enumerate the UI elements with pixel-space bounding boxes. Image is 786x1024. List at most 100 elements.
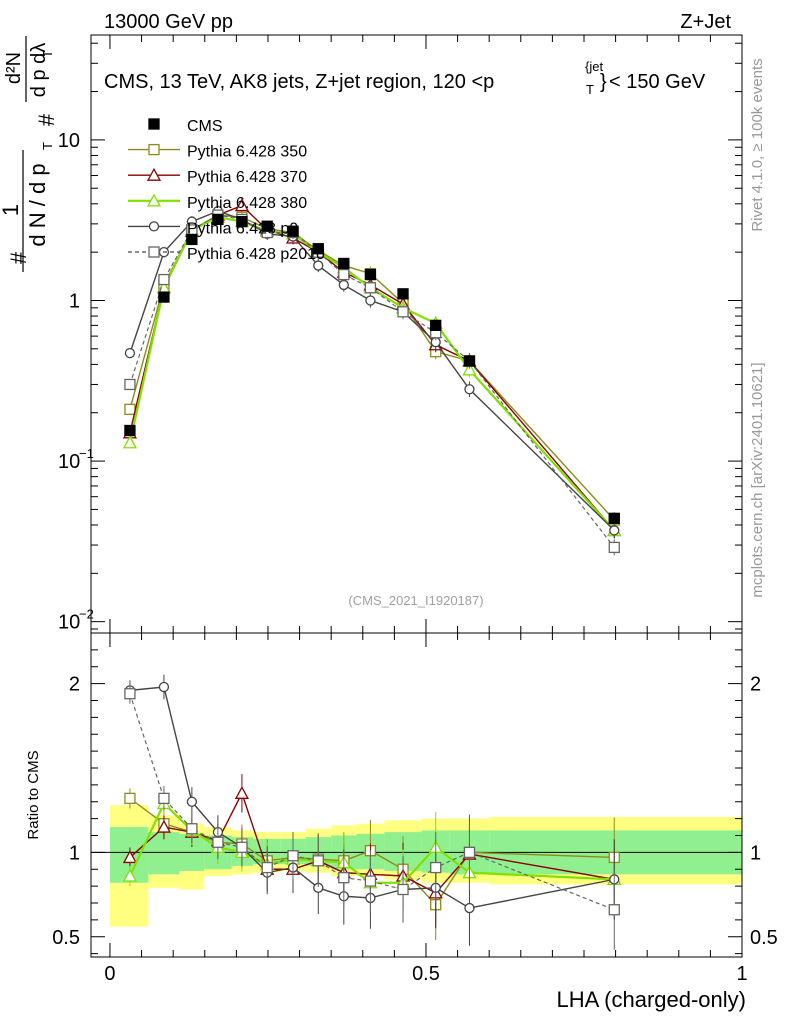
main-point-cms [261, 220, 273, 232]
y-label-frac-sub: T [40, 142, 55, 150]
ratio-point [122, 850, 138, 864]
ratio-series-line [129, 686, 615, 909]
main-point-cms [463, 355, 476, 367]
y-label-den-sub: T [40, 50, 55, 58]
y-tick-label-ratio-right: 2 [750, 674, 761, 696]
main-point [464, 384, 475, 395]
main-point [158, 273, 170, 286]
ratio-point [312, 855, 324, 867]
ratio-point [122, 868, 138, 882]
main-point [365, 295, 376, 306]
main-point [364, 282, 377, 294]
header-right: Z+Jet [680, 11, 731, 33]
y-tick-label-main: 10 [58, 612, 80, 634]
chart-title-brace: } [600, 71, 607, 93]
ratio-point [158, 792, 170, 805]
legend-marker [148, 118, 160, 130]
rivet-label: Rivet 4.1.0, ≥ 100k events [749, 58, 766, 231]
ratio-point [464, 902, 475, 914]
main-point [124, 378, 136, 391]
main-point [124, 347, 136, 359]
y-tick-label-ratio-right: 0.5 [750, 927, 778, 949]
watermark: (CMS_2021_I1920187) [348, 593, 483, 608]
main-point [462, 362, 477, 376]
chart-labels: 13000 GeV pp Z+Jet (CMS_2021_I1920187) CMS,… [0, 11, 778, 1012]
y-axis-label: #1 d N / d pT#d²N d p dλT [0, 36, 59, 272]
main-point-cms [236, 215, 248, 228]
legend-label: CMS [187, 118, 223, 135]
ratio-point [364, 875, 377, 887]
main-point-cms [338, 257, 350, 270]
y-label-hash-2: # [34, 113, 59, 126]
main-point [397, 306, 409, 318]
ratio-series-pythia-6-428-p0 [124, 674, 620, 946]
ratio-point [287, 850, 299, 862]
main-point-cms [212, 213, 224, 226]
main-point [122, 435, 138, 449]
header-left: 13000 GeV pp [104, 11, 233, 33]
main-point [234, 198, 250, 212]
y-label-frac-den: d N / d p [25, 163, 50, 246]
chart-title-tail: < 150 GeV [609, 71, 706, 93]
ratio-point [186, 823, 198, 835]
main-point [609, 525, 620, 536]
legend-label: Pythia 6.428 350 [187, 144, 307, 161]
ratio-point [124, 792, 136, 805]
main-point-cms [158, 291, 170, 303]
main-point [313, 260, 324, 271]
x-tick-label: 0.5 [412, 963, 440, 985]
main-point-cms [397, 288, 409, 300]
legend-label: Pythia 6.428 370 [187, 169, 307, 186]
ratio-point [156, 819, 172, 833]
y-tick-label-ratio-right: 1 [750, 842, 761, 864]
legend-label: Pythia 6.428 p2010 [187, 246, 325, 263]
legend-entry: CMS [148, 118, 223, 135]
chart-title-sup: {jet [585, 59, 603, 74]
main-series-line [128, 216, 616, 532]
main-point [124, 403, 136, 415]
main-point [608, 541, 620, 554]
ratio-point [608, 904, 620, 916]
y-label-num: d²N [3, 52, 25, 84]
ratio-point [397, 883, 409, 896]
ratio-point [236, 841, 248, 853]
y-label-den: d p dλ [28, 43, 50, 97]
main-point-cms [430, 319, 442, 332]
ratio-point [338, 872, 350, 884]
legend-marker [148, 246, 160, 258]
y-tick-label-main: 10 [58, 451, 80, 473]
x-axis-label: LHA (charged-only) [556, 987, 746, 1012]
ratio-point [158, 681, 170, 693]
y-label-one: 1 [0, 204, 23, 216]
main-point-cms [608, 512, 620, 524]
y-tick-label-ratio-left: 0.5 [52, 927, 80, 949]
ratio-point [463, 846, 476, 859]
main-series-line [129, 214, 615, 548]
chart-legend: CMS Pythia 6.428 350 Pythia 6.428 370 Pythi… [128, 118, 325, 263]
y-tick-exp-main: −1 [79, 446, 94, 461]
ratio-point [234, 785, 250, 799]
legend-label: Pythia 6.428 p0 [187, 220, 298, 237]
series-cms [124, 213, 620, 524]
ratio-panel-frame [90, 632, 743, 958]
legend-marker [146, 167, 162, 181]
chart-title: CMS, 13 TeV, AK8 jets, Z+jet region, 120… [104, 71, 494, 93]
main-point [338, 279, 349, 291]
y-label-hash: # [6, 251, 31, 264]
main-point-cms [312, 243, 324, 255]
plot-frames [90, 34, 743, 958]
legend-marker [146, 193, 162, 207]
ratio-point [124, 688, 136, 700]
legend-entry: Pythia 6.428 370 [128, 167, 307, 186]
legend-entry: Pythia 6.428 p0 [128, 220, 298, 237]
site-label: mcplots.cern.ch [arXiv:2401.10621] [749, 362, 766, 597]
legend-entry: Pythia 6.428 p2010 [128, 246, 325, 263]
ratio-point [212, 836, 224, 848]
x-tick-label: 0 [104, 963, 115, 985]
main-point [338, 268, 350, 281]
main-point-cms [124, 424, 136, 437]
main-point-cms [364, 268, 377, 281]
legend-marker [148, 143, 160, 156]
chart-title-sub: T [586, 82, 594, 97]
